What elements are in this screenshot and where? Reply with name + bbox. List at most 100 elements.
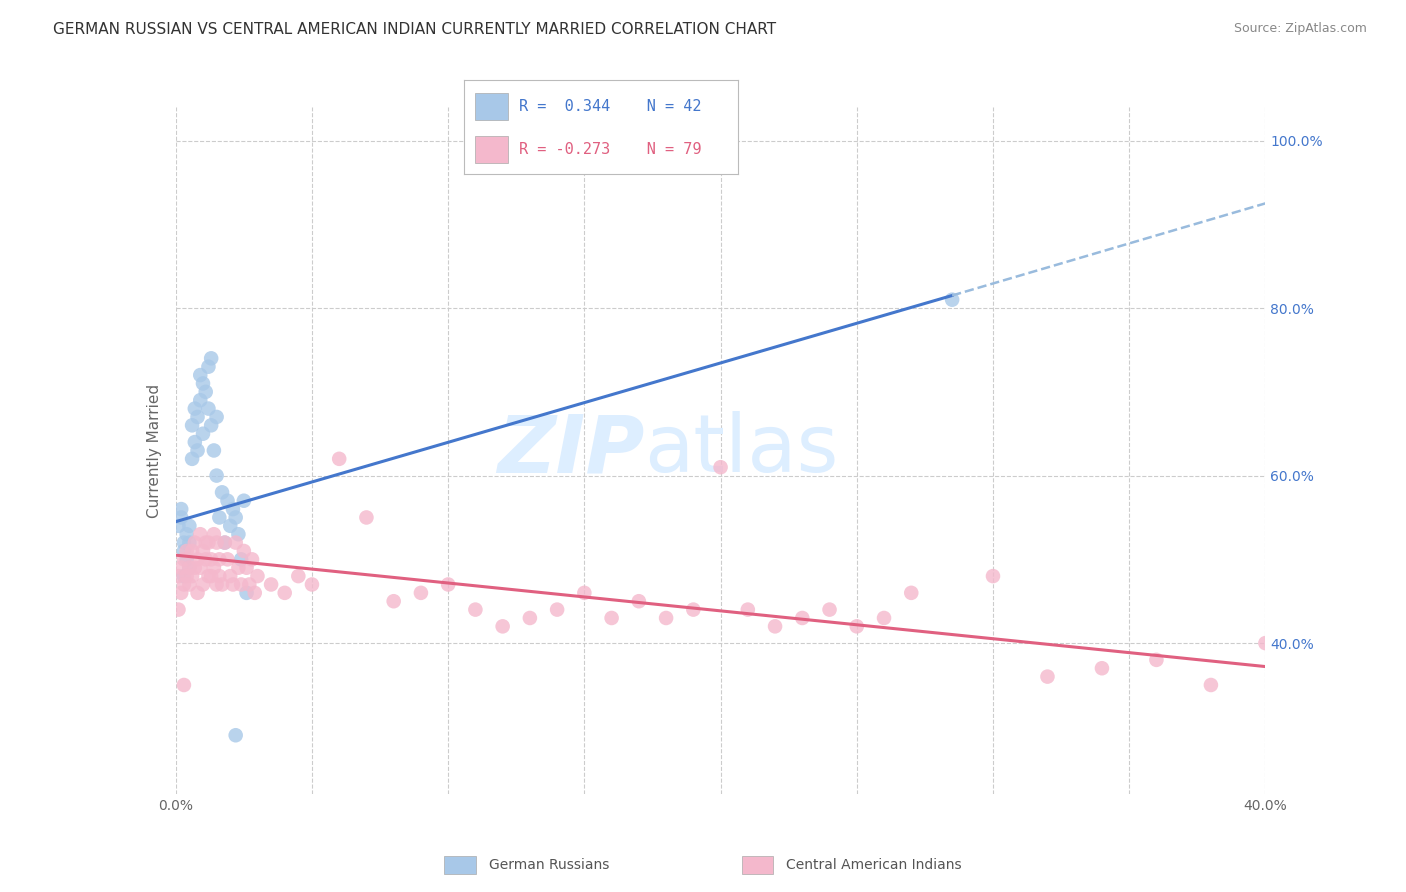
Text: R =  0.344    N = 42: R = 0.344 N = 42 bbox=[519, 99, 702, 114]
Point bbox=[235, 560, 257, 574]
Point bbox=[1199, 678, 1222, 692]
Point bbox=[194, 384, 217, 399]
Point bbox=[167, 602, 190, 616]
Point bbox=[205, 468, 228, 483]
Point bbox=[437, 577, 460, 591]
Bar bbox=[742, 856, 773, 874]
Point bbox=[274, 586, 297, 600]
Point bbox=[792, 611, 814, 625]
Point bbox=[191, 577, 214, 591]
Point bbox=[191, 426, 214, 441]
Point bbox=[260, 577, 283, 591]
Text: Source: ZipAtlas.com: Source: ZipAtlas.com bbox=[1233, 22, 1367, 36]
Point bbox=[214, 535, 236, 549]
Point bbox=[492, 619, 515, 633]
Point bbox=[197, 359, 219, 374]
Point bbox=[181, 569, 204, 583]
Point bbox=[208, 552, 231, 566]
Point bbox=[170, 560, 193, 574]
Point bbox=[186, 586, 209, 600]
Point bbox=[232, 493, 254, 508]
Point bbox=[1036, 670, 1059, 684]
Point bbox=[205, 535, 228, 549]
Point bbox=[356, 510, 378, 524]
Point bbox=[682, 602, 704, 616]
Point bbox=[200, 552, 222, 566]
Point bbox=[176, 544, 198, 558]
Point bbox=[1144, 653, 1167, 667]
Text: GERMAN RUSSIAN VS CENTRAL AMERICAN INDIAN CURRENTLY MARRIED CORRELATION CHART: GERMAN RUSSIAN VS CENTRAL AMERICAN INDIA… bbox=[53, 22, 776, 37]
Text: atlas: atlas bbox=[644, 411, 838, 490]
Point bbox=[188, 368, 211, 382]
Bar bbox=[475, 94, 508, 120]
Y-axis label: Currently Married: Currently Married bbox=[146, 384, 162, 517]
Point bbox=[214, 535, 236, 549]
Point bbox=[202, 443, 225, 458]
Point bbox=[202, 560, 225, 574]
Point bbox=[184, 560, 207, 574]
Text: ZIP: ZIP bbox=[496, 411, 644, 490]
Point bbox=[200, 351, 222, 366]
Point bbox=[235, 586, 257, 600]
Point bbox=[197, 535, 219, 549]
Point bbox=[179, 577, 201, 591]
Point bbox=[211, 485, 233, 500]
Point bbox=[167, 519, 190, 533]
Point bbox=[243, 586, 266, 600]
Point bbox=[205, 409, 228, 424]
Point bbox=[191, 376, 214, 391]
Point bbox=[186, 552, 209, 566]
Point bbox=[600, 611, 623, 625]
Point bbox=[194, 552, 217, 566]
Point bbox=[519, 611, 541, 625]
Point bbox=[173, 577, 195, 591]
Point bbox=[710, 460, 733, 475]
Point bbox=[197, 401, 219, 416]
Point bbox=[328, 451, 350, 466]
Point bbox=[173, 552, 195, 566]
Point bbox=[574, 586, 596, 600]
Point bbox=[188, 393, 211, 408]
Point bbox=[176, 527, 198, 541]
Point bbox=[627, 594, 650, 608]
Point bbox=[232, 544, 254, 558]
Point bbox=[238, 577, 260, 591]
Text: Central American Indians: Central American Indians bbox=[786, 858, 962, 872]
Point bbox=[1254, 636, 1277, 650]
Point bbox=[176, 569, 198, 583]
Point bbox=[173, 535, 195, 549]
Point bbox=[208, 510, 231, 524]
Point bbox=[179, 560, 201, 574]
Point bbox=[225, 728, 247, 742]
Point bbox=[167, 569, 190, 583]
Text: German Russians: German Russians bbox=[489, 858, 609, 872]
Point bbox=[176, 552, 198, 566]
Point bbox=[184, 535, 207, 549]
Point bbox=[208, 569, 231, 583]
Point bbox=[179, 519, 201, 533]
Point bbox=[181, 418, 204, 433]
Point bbox=[217, 552, 239, 566]
Point bbox=[287, 569, 309, 583]
Point bbox=[179, 535, 201, 549]
Point bbox=[941, 293, 963, 307]
Point bbox=[173, 544, 195, 558]
Point bbox=[170, 510, 193, 524]
Point bbox=[184, 435, 207, 450]
Point bbox=[240, 552, 263, 566]
Point bbox=[222, 502, 245, 516]
Point bbox=[231, 552, 253, 566]
Point bbox=[181, 451, 204, 466]
Point bbox=[191, 544, 214, 558]
Point bbox=[186, 409, 209, 424]
Point bbox=[1091, 661, 1114, 675]
Point bbox=[228, 527, 250, 541]
Point bbox=[763, 619, 786, 633]
Bar bbox=[444, 856, 475, 874]
Point bbox=[246, 569, 269, 583]
Point bbox=[200, 569, 222, 583]
Bar bbox=[475, 136, 508, 162]
Point bbox=[202, 527, 225, 541]
Point bbox=[409, 586, 432, 600]
Point bbox=[873, 611, 896, 625]
